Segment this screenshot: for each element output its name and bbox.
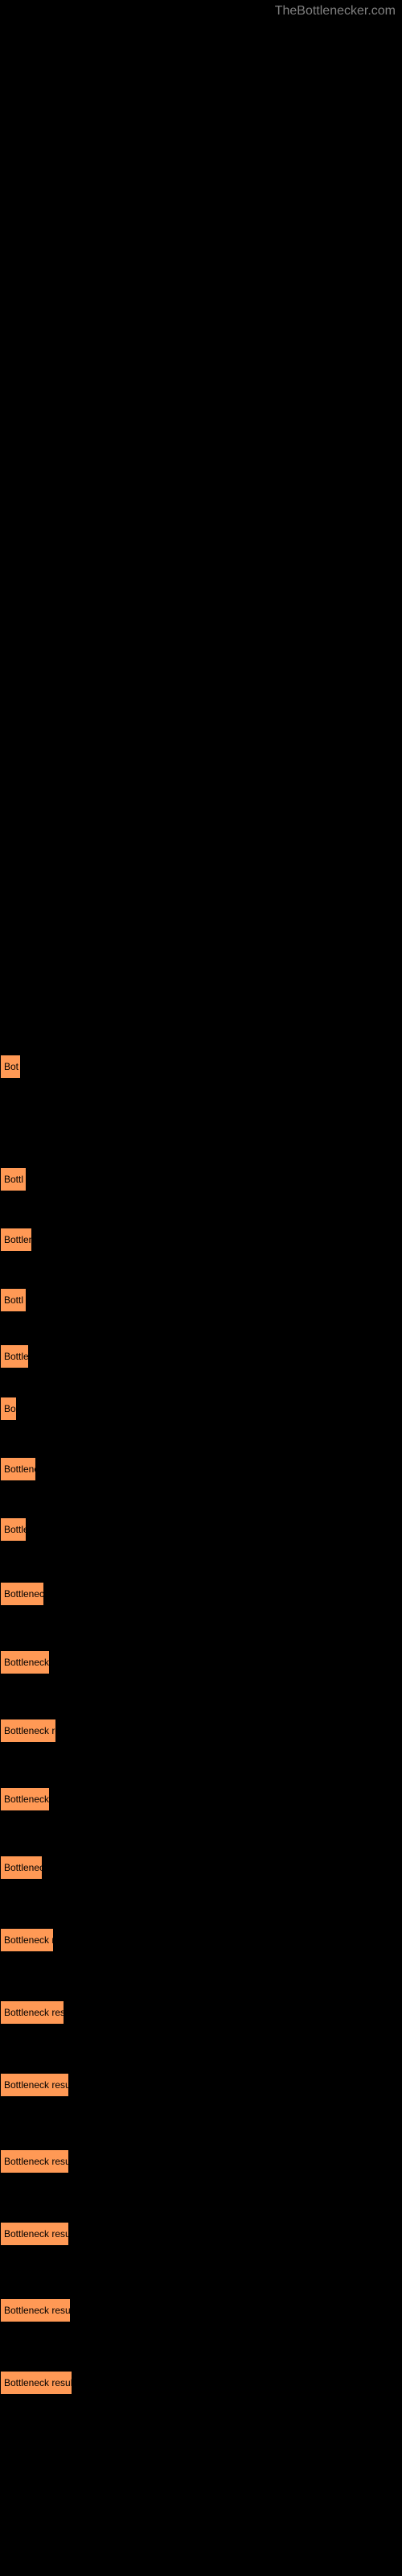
bar-row: Bottleneck res	[0, 1650, 50, 1674]
chart-bar: Bottle	[0, 1517, 27, 1542]
chart-bar: Bottleneck re	[0, 1582, 44, 1606]
chart-bar: Bottleneck result	[0, 2073, 69, 2097]
bar-row: Bottleneck result	[0, 2298, 71, 2322]
chart-bar: Bottleneck result	[0, 2371, 72, 2395]
bar-row: Bottleneck re	[0, 1582, 44, 1606]
chart-bar: Bot	[0, 1055, 21, 1079]
bar-row: Bottlenec	[0, 1457, 36, 1481]
chart-bar: Bottleneck res	[0, 1650, 50, 1674]
bar-row: Bot	[0, 1055, 21, 1079]
bar-row: Bottleneck result	[0, 1928, 54, 1952]
bar-row: Bottlene	[0, 1228, 32, 1252]
chart-bar: Bottl	[0, 1288, 27, 1312]
chart-bar: Bottlene	[0, 1228, 32, 1252]
bar-row: Bottleneck resu	[0, 1787, 50, 1811]
bar-row: Bo	[0, 1397, 17, 1421]
chart-bar: Bottleneck result	[0, 1719, 56, 1743]
bar-row: Bottl	[0, 1288, 27, 1312]
bar-row: Bottleneck result	[0, 2149, 69, 2174]
chart-bar: Bottleneck result	[0, 2222, 69, 2246]
chart-bar: Bottleneck result	[0, 2000, 64, 2025]
bar-row: Bottleneck r	[0, 1856, 43, 1880]
chart-bar: Bottleneck result	[0, 2298, 71, 2322]
bar-row: Bottleneck result	[0, 2222, 69, 2246]
bar-row: Bottl	[0, 1167, 27, 1191]
chart-bar: Bottleneck result	[0, 1928, 54, 1952]
chart-bar: Bo	[0, 1397, 17, 1421]
chart-bar: Bottlen	[0, 1344, 29, 1368]
chart-bar: Bottleneck r	[0, 1856, 43, 1880]
chart-bar: Bottl	[0, 1167, 27, 1191]
bar-row: Bottleneck result	[0, 1719, 56, 1743]
bar-row: Bottleneck result	[0, 2000, 64, 2025]
bar-row: Bottleneck result	[0, 2073, 69, 2097]
bar-row: Bottle	[0, 1517, 27, 1542]
chart-bar: Bottleneck resu	[0, 1787, 50, 1811]
bar-row: Bottlen	[0, 1344, 29, 1368]
bar-row: Bottleneck result	[0, 2371, 72, 2395]
chart-bar: Bottlenec	[0, 1457, 36, 1481]
chart-bar: Bottleneck result	[0, 2149, 69, 2174]
chart-container: Bot Bottl Bottlene Bottl Bottlen Bo Bottlenec B…	[0, 0, 402, 2576]
